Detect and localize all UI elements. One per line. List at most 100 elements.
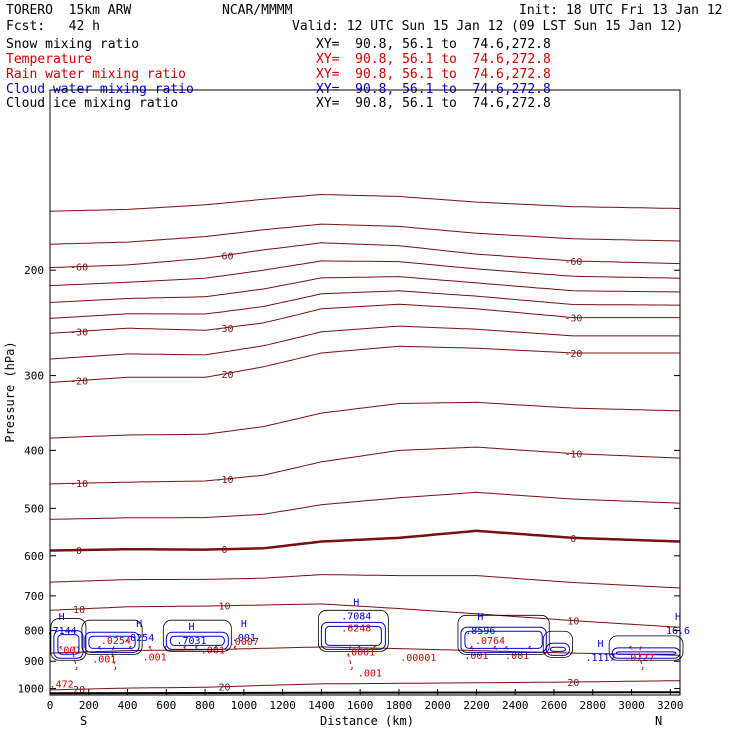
rain-contour-label: .001 xyxy=(143,653,167,664)
cloud-max-label: .0254 xyxy=(124,633,154,644)
x-tick-label: 0 xyxy=(47,699,54,712)
x-tick-label: 3200 xyxy=(657,699,684,712)
rain-max-label: .6248 xyxy=(341,623,371,634)
isotherm xyxy=(49,446,681,485)
isotherm-label: 10 xyxy=(73,605,85,616)
field-cloudice-name: Cloud ice mixing ratio xyxy=(6,96,179,111)
isotherm-minor xyxy=(49,401,681,439)
x-tick-label: 1600 xyxy=(347,699,374,712)
valid-time: Valid: 12 UTC Sun 15 Jan 12 (09 LST Sun … xyxy=(292,19,684,34)
rain-contour-label: .001 xyxy=(57,645,81,656)
rain-contour-label: .001 xyxy=(92,655,116,666)
cloud-water-contour xyxy=(324,625,382,646)
field-snow-xy: XY= 90.8, 56.1 to 74.6,272.8 xyxy=(316,37,551,52)
cloud-water-contour xyxy=(545,642,571,656)
rain-contour xyxy=(195,645,200,650)
field-snow-name: Snow mixing ratio xyxy=(6,37,140,52)
cloud-ice-contour xyxy=(542,630,573,658)
isotherm-label: -20 xyxy=(564,349,582,360)
isotherm-minor xyxy=(49,223,681,245)
rain-contour xyxy=(164,645,169,650)
isotherm-label: 0 xyxy=(570,534,576,545)
x-tick-label: 2200 xyxy=(463,699,490,712)
north-endpoint-label: N xyxy=(655,714,662,728)
x-axis-label: Distance (km) xyxy=(320,714,414,728)
cloud-water-contour xyxy=(169,635,225,646)
cloud-max-marker: H xyxy=(675,612,681,623)
rain-contour xyxy=(98,645,103,650)
cloud-max-label: .7084 xyxy=(341,612,371,623)
isotherm-label: 20 xyxy=(567,678,579,689)
isotherm-minor xyxy=(49,574,681,589)
rain-max-label: .0254 xyxy=(101,636,131,647)
rain-contour xyxy=(183,645,188,650)
rain-max-label: .0007 xyxy=(229,637,259,648)
isotherm-label: -60 xyxy=(215,251,233,262)
rain-contour-label: .001 xyxy=(201,645,225,656)
plot-frame xyxy=(49,89,681,696)
y-tick-label: 600 xyxy=(24,550,44,563)
x-tick-label: 2000 xyxy=(424,699,451,712)
x-tick-label: 2400 xyxy=(502,699,529,712)
rain-contour xyxy=(505,645,510,650)
x-tick-label: 200 xyxy=(79,699,99,712)
cloud-max-marker: H xyxy=(59,612,65,623)
isotherm-minor xyxy=(49,276,681,303)
cloud-water-field xyxy=(50,609,684,661)
rain-max-label: .0764 xyxy=(475,636,505,647)
center-title: NCAR/MMMM xyxy=(222,3,293,18)
isotherm-label: 10 xyxy=(218,602,230,613)
cloud-water-contour xyxy=(53,630,84,659)
x-tick-label: 1400 xyxy=(308,699,335,712)
cloud-max-marker: H xyxy=(188,622,194,633)
isotherm-label: -10 xyxy=(70,479,88,490)
isotherm xyxy=(49,680,680,691)
cloud-ice-contour xyxy=(81,619,143,655)
field-rain-xy: XY= 90.8, 56.1 to 74.6,272.8 xyxy=(316,67,551,82)
cloud-max-label: .8596 xyxy=(465,626,495,637)
isotherm-label: -10 xyxy=(564,450,582,461)
cloud-water-contour xyxy=(464,630,543,649)
rain-contour xyxy=(73,646,78,671)
forecast-hour: Fcst: 42 h xyxy=(6,19,100,34)
cloud-water-contour xyxy=(320,621,386,650)
x-tick-label: 1200 xyxy=(269,699,296,712)
y-tick-label: 800 xyxy=(24,625,44,638)
isotherm-label: -20 xyxy=(70,377,88,388)
surface-line xyxy=(49,691,681,695)
isotherm-label: 0 xyxy=(221,545,227,556)
y-axis-label: Pressure (hPa) xyxy=(3,341,17,442)
cloud-water-contour xyxy=(165,631,229,650)
cloud-max-marker: H xyxy=(598,639,604,650)
isotherm-minor xyxy=(49,290,680,319)
x-tick-label: 2600 xyxy=(541,699,568,712)
isotherm-label: 0 xyxy=(76,546,82,557)
isotherm xyxy=(50,529,681,552)
init-time: Init: 18 UTC Fri 13 Jan 12 xyxy=(519,3,723,18)
max-labels: H .7144 H .0254 H .7031 H .001 H .7084 H .8596 H .111… xyxy=(47,598,691,691)
rain-water-field: .001 .001 .001 .001 .001 .001 .001 xyxy=(57,645,644,680)
rain-contour xyxy=(111,646,117,671)
model-title: TORERO 15km ARW xyxy=(6,3,132,18)
rain-contour-label: .001 xyxy=(358,669,382,680)
x-tick-label: 1000 xyxy=(231,699,258,712)
cloud-ice-contour xyxy=(457,614,550,655)
y-tick-label: 200 xyxy=(24,264,44,277)
isotherm-minor xyxy=(49,491,681,520)
cloud-ice-contour xyxy=(317,609,389,652)
y-tick-label: 900 xyxy=(24,655,44,668)
cloud-ice-contour xyxy=(50,618,87,661)
rain-max-label: .0001 xyxy=(345,647,375,658)
field-temperature-name: Temperature xyxy=(6,52,93,67)
x-tick-label: 400 xyxy=(118,699,138,712)
cloud-max-marker: H xyxy=(241,619,247,630)
rain-contour xyxy=(357,645,363,650)
field-cloudice-xy: XY= 90.8, 56.1 to 74.6,272.8 xyxy=(316,96,551,111)
y-tick-label: 300 xyxy=(24,370,44,383)
cloud-water-contour xyxy=(84,631,140,653)
isotherm-minor xyxy=(49,193,681,212)
isotherm-label: 20 xyxy=(73,685,85,696)
cloud-max-marker: H xyxy=(353,598,359,609)
